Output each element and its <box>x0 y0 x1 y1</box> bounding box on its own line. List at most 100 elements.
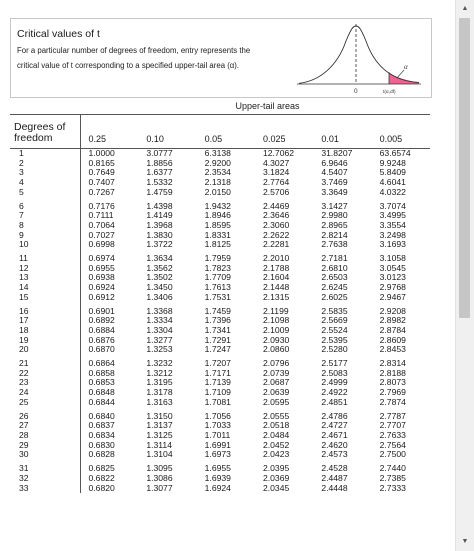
critical-value-cell: 4.3027 <box>262 157 290 168</box>
table-row: 28 0.6834 1.3125 1.7011 2.0484 2.4671 2.7633 <box>10 429 430 441</box>
critical-value-cell: 2.7385 <box>379 472 406 483</box>
critical-value-cell: 1.3502 <box>146 272 173 283</box>
table-row: 7 0.7111 1.4149 1.8946 2.3646 2.9980 3.4995 <box>10 211 430 221</box>
df-cell: 3 <box>10 168 81 179</box>
critical-value-cell: 2.1604 <box>262 272 290 283</box>
critical-value-cell: 3.1058 <box>379 253 406 264</box>
critical-value-cell: 1.6973 <box>204 449 231 460</box>
critical-value-cell: 3.2498 <box>379 229 406 240</box>
table-row: 11 0.6974 1.3634 1.7959 2.2010 2.7181 3.1058 <box>10 250 430 264</box>
critical-value-cell: 2.1098 <box>262 315 290 326</box>
critical-value-cell: 2.7181 <box>321 253 348 264</box>
critical-value-cell: 2.0639 <box>262 387 290 398</box>
critical-value-cell: 0.7176 <box>88 200 115 211</box>
critical-value-cell: 0.7407 <box>88 177 115 188</box>
critical-value-cell: 1.7139 <box>204 377 231 388</box>
critical-value-cell: 2.5395 <box>321 334 348 345</box>
critical-value-cell: 2.2010 <box>262 253 290 264</box>
critical-value-cell: 2.8073 <box>379 377 406 388</box>
critical-value-cell: 2.8314 <box>379 358 406 369</box>
critical-value-cell: 1.9432 <box>204 200 231 211</box>
critical-value-cell: 2.1315 <box>262 291 290 302</box>
df-cell: 15 <box>10 292 81 303</box>
critical-value-cell: 1.3968 <box>146 219 173 230</box>
critical-value-cell: 2.9768 <box>379 282 406 293</box>
critical-value-cell: 1.3086 <box>146 472 173 483</box>
critical-value-cell: 2.0687 <box>262 377 290 388</box>
critical-value-cell: 2.9200 <box>204 157 231 168</box>
critical-value-cell: 1.3137 <box>146 420 173 431</box>
critical-value-cell: 4.5407 <box>321 167 348 178</box>
scroll-down-arrow-icon[interactable]: ▼ <box>461 538 469 545</box>
df-cell: 10 <box>10 240 81 251</box>
critical-value-cell: 1.3077 <box>146 482 173 493</box>
critical-value-cell: 1.7109 <box>204 387 231 398</box>
critical-value-cell: 2.8453 <box>379 344 406 355</box>
critical-value-cell: 1.6955 <box>204 463 231 474</box>
column-header-4: 0.01 <box>313 114 372 149</box>
critical-value-cell: 0.6901 <box>88 305 115 316</box>
critical-value-cell: 0.6848 <box>88 387 115 398</box>
critical-value-cell: 1.0000 <box>88 148 115 158</box>
critical-value-cell: 2.5524 <box>321 324 348 335</box>
critical-value-cell: 1.4759 <box>146 186 173 197</box>
zero-label: 0 <box>354 88 358 95</box>
critical-value-cell: 0.6955 <box>88 262 115 273</box>
critical-value-cell: 2.7707 <box>379 420 406 431</box>
critical-value-cell: 2.5706 <box>262 186 290 197</box>
critical-value-cell: 2.3060 <box>262 219 290 230</box>
df-cell: 23 <box>10 378 81 389</box>
table-row: 14 0.6924 1.3450 1.7613 2.1448 2.6245 2.9768 <box>10 282 430 293</box>
critical-value-cell: 31.8207 <box>321 148 353 158</box>
critical-value-cell: 3.0777 <box>146 148 173 158</box>
density-curve <box>298 25 420 84</box>
critical-value-cell: 9.9248 <box>379 157 406 168</box>
critical-value-cell: 2.3534 <box>204 167 231 178</box>
table-row: 25 0.6844 1.3163 1.7081 2.0595 2.4851 2.7874 <box>10 396 430 408</box>
critical-value-cell: 1.4149 <box>146 210 173 221</box>
scroll-up-arrow-icon[interactable]: ▲ <box>461 5 469 12</box>
table-row: 13 0.6938 1.3502 1.7709 2.1604 2.6503 3.0123 <box>10 272 430 284</box>
t-distribution-diagram: α 0 t(α,df) <box>289 21 427 95</box>
df-cell: 7 <box>10 211 81 221</box>
scrollbar-thumb[interactable] <box>459 18 470 318</box>
critical-value-cell: 0.6892 <box>88 315 115 326</box>
table-row: 21 0.6864 1.3232 1.7207 2.0796 2.5177 2.8314 <box>10 355 430 369</box>
critical-value-cell: 2.9208 <box>379 305 406 316</box>
critical-value-cell: 1.3450 <box>146 282 173 293</box>
critical-value-cell: 2.8965 <box>321 219 348 230</box>
critical-value-cell: 1.7247 <box>204 344 231 355</box>
critical-value-cell: 1.8125 <box>204 239 231 250</box>
critical-value-cell: 1.3634 <box>146 253 173 264</box>
df-cell: 12 <box>10 263 81 274</box>
vertical-scrollbar[interactable]: ▲ ▼ <box>455 0 474 551</box>
critical-value-cell: 2.7787 <box>379 410 406 421</box>
column-header-2: 0.05 <box>196 114 255 149</box>
critical-value-cell: 3.3554 <box>379 219 406 230</box>
critical-value-cell: 2.1199 <box>262 305 289 316</box>
critical-value-cell: 2.5083 <box>321 367 348 378</box>
critical-value-cell: 0.8165 <box>88 157 115 168</box>
critical-value-cell: 1.3163 <box>146 396 173 407</box>
df-cell: 25 <box>10 397 81 408</box>
critical-value-cell: 0.6858 <box>88 367 115 378</box>
critical-value-cell: 0.6837 <box>88 420 115 431</box>
critical-value-cell: 0.6938 <box>88 272 115 283</box>
critical-value-cell: 1.7011 <box>204 429 231 440</box>
critical-value-cell: 0.6840 <box>88 410 115 421</box>
critical-value-cell: 1.7171 <box>204 367 231 378</box>
critical-value-cell: 12.7062 <box>262 148 295 158</box>
critical-value-cell: 1.7033 <box>204 420 231 431</box>
critical-value-cell: 1.7207 <box>204 358 231 369</box>
critical-value-cell: 1.7959 <box>204 253 231 264</box>
df-cell: 13 <box>10 273 81 284</box>
df-cell: 2 <box>10 158 81 169</box>
critical-value-cell: 6.9646 <box>321 157 348 168</box>
table-row: 29 0.6830 1.3114 1.6991 2.0452 2.4620 2.7564 <box>10 440 430 451</box>
critical-value-cell: 2.8784 <box>379 324 406 335</box>
critical-value-cell: 2.1448 <box>262 282 290 293</box>
critical-value-cell: 0.6825 <box>88 463 115 474</box>
critical-value-cell: 0.6912 <box>88 291 115 302</box>
critical-value-cell: 1.7056 <box>204 410 231 421</box>
critical-value-cell: 1.7823 <box>204 262 231 273</box>
